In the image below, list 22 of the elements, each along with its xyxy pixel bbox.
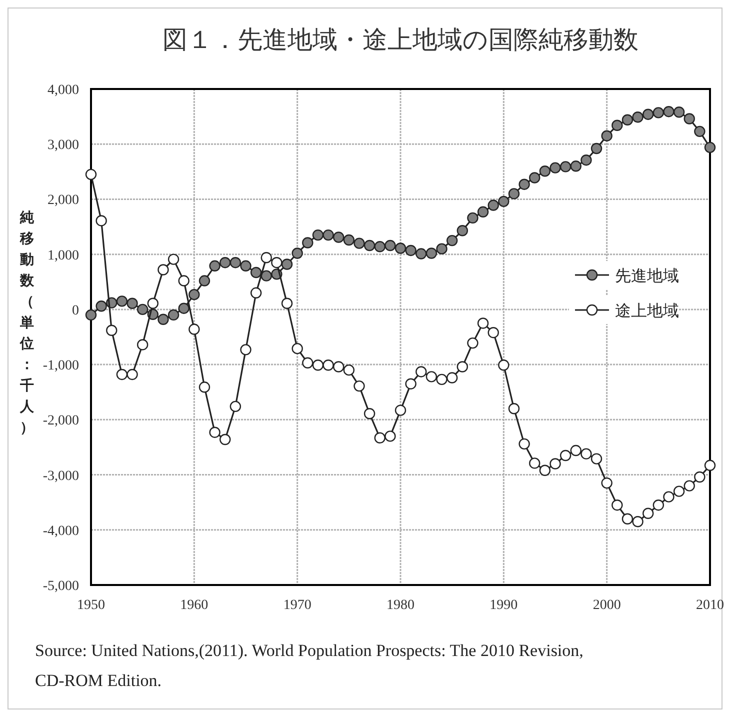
text: 純移動数（単位：千人） [20, 210, 34, 436]
y-tick-label: -2,000 [42, 414, 79, 429]
legend-label: 途上地域 [615, 301, 679, 320]
x-tick-label: 1960 [180, 598, 208, 613]
y-tick-label: 2,000 [48, 193, 79, 208]
chart-title: 図１．先進地域・途上地域の国際純移動数 [162, 25, 638, 54]
x-tick-label: 1980 [386, 598, 414, 613]
y-tick-label: 0 [72, 303, 79, 318]
y-tick-label: 1,000 [48, 248, 79, 264]
source-note: Source: United Nations,(2011). World Population Prospects: The 2010 Revision, CD-ROM Edition. [35, 640, 584, 692]
y-tick-label: -3,000 [42, 468, 79, 484]
y-tick-label: -4,000 [42, 524, 79, 539]
y-tick-label: 3,000 [48, 138, 79, 154]
x-tick-label: 1950 [77, 598, 105, 613]
x-tick-label: 2000 [592, 598, 621, 613]
x-tick-label: 1990 [490, 598, 518, 613]
y-tick-label: 4,000 [48, 83, 79, 98]
x-tick-label: 2010 [696, 598, 724, 613]
x-tick-label: 1970 [283, 598, 312, 613]
y-tick-label: -1,000 [42, 358, 79, 374]
legend-label: 先進地域 [615, 266, 679, 285]
y-tick-label: -5,000 [42, 579, 79, 594]
